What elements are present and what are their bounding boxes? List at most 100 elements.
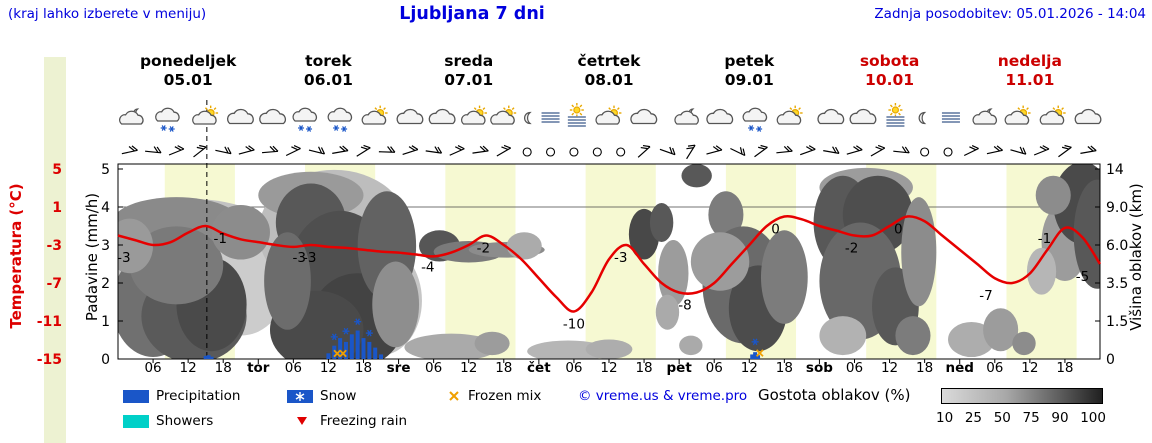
barb-feather bbox=[269, 146, 276, 152]
sun-ray bbox=[1052, 107, 1056, 111]
cloud-icon bbox=[228, 109, 254, 123]
precip-bar bbox=[753, 352, 758, 359]
barb-feather bbox=[971, 144, 979, 150]
barb-feather bbox=[196, 146, 204, 150]
barb-feather bbox=[174, 146, 182, 151]
precip-bar bbox=[332, 345, 337, 359]
wind-barb-icon bbox=[472, 145, 489, 154]
sun-ray bbox=[511, 107, 515, 111]
cloud-blob bbox=[506, 232, 542, 260]
barb-feather bbox=[757, 146, 766, 150]
sun-ray bbox=[608, 107, 612, 111]
wind-barb-icon bbox=[145, 146, 162, 154]
temp-value-label: -1 bbox=[1038, 231, 1051, 247]
sun-icon bbox=[569, 103, 584, 117]
weather-icon-sun-cloud bbox=[193, 105, 219, 124]
cloud-icon bbox=[328, 108, 351, 121]
cloud-blob bbox=[404, 333, 498, 359]
barb-feather bbox=[248, 145, 255, 151]
snow-star-icon bbox=[295, 392, 305, 401]
x-hour-label: 18 bbox=[1056, 360, 1073, 376]
barb-feather bbox=[227, 147, 232, 154]
weather-icon-fog bbox=[941, 112, 960, 123]
cloud-blob bbox=[679, 335, 703, 356]
barb-shaft bbox=[776, 150, 793, 154]
barb-feather bbox=[760, 144, 768, 148]
cloud-density-label: Gostota oblakov (%) bbox=[758, 386, 911, 404]
barb-feather bbox=[739, 147, 743, 155]
x-hour-label: 06 bbox=[706, 360, 723, 376]
day-date: 11.01 bbox=[1005, 71, 1054, 89]
weather-icon-cloud bbox=[429, 109, 455, 123]
barb-feather bbox=[640, 146, 648, 150]
x-hour-label: 12 bbox=[881, 360, 898, 376]
cloud-blob bbox=[474, 331, 510, 356]
cloud-icon bbox=[156, 108, 179, 121]
barb-feather bbox=[434, 146, 440, 154]
moon-icon bbox=[525, 113, 531, 124]
x-hour-label: 06 bbox=[144, 360, 161, 376]
barb-feather bbox=[832, 146, 837, 154]
weather-icon-moon-cloud bbox=[973, 109, 996, 124]
sun-ray bbox=[213, 107, 217, 111]
x-day-abbrev: pet bbox=[667, 360, 693, 376]
copyright-link[interactable]: © vreme.us & vreme.pro bbox=[578, 388, 748, 404]
precip-bar bbox=[373, 347, 378, 359]
barb-shaft bbox=[706, 149, 723, 155]
wind-barb-icon bbox=[168, 145, 185, 156]
snowflake-icon bbox=[749, 125, 754, 131]
barb-feather bbox=[454, 146, 462, 151]
day-date: 05.01 bbox=[164, 71, 213, 89]
wind-barb-icon bbox=[870, 144, 886, 157]
weather-icon-cloud bbox=[228, 109, 254, 123]
barb-shaft bbox=[800, 148, 816, 156]
showers-swatch bbox=[123, 415, 149, 428]
cloud-density-value: 10 bbox=[936, 410, 954, 426]
sun-ray bbox=[889, 112, 893, 116]
barb-feather bbox=[806, 146, 813, 151]
cloud-density-values: 10 25 50 75 90 100 bbox=[936, 410, 1106, 426]
cloud-height-tick-label: 0 bbox=[1106, 352, 1115, 368]
wind-calm-icon bbox=[569, 147, 579, 157]
weather-icon-sun-cloud bbox=[596, 105, 622, 124]
precip-tick-label: 3 bbox=[101, 238, 110, 254]
wind-barb-icon bbox=[686, 144, 696, 160]
temp-tick-label: -7 bbox=[46, 276, 62, 292]
snowflake-icon bbox=[757, 126, 762, 132]
cloud-blob bbox=[264, 232, 311, 330]
barb-shaft bbox=[238, 149, 255, 155]
precip-tick-label: 0 bbox=[101, 352, 110, 368]
cloud-blob bbox=[585, 339, 633, 359]
barb-feather bbox=[786, 145, 793, 152]
star-arm bbox=[343, 327, 349, 335]
wind-barb-icon bbox=[963, 144, 979, 157]
weather-icon-cloud-snow bbox=[156, 108, 179, 132]
snow-mark bbox=[365, 329, 373, 337]
barb-shaft bbox=[332, 150, 349, 154]
barb-feather bbox=[996, 145, 1003, 151]
wind-barb-icon bbox=[332, 145, 349, 154]
cloud-icon bbox=[850, 109, 876, 123]
wind-barb-icon bbox=[449, 145, 465, 156]
weather-icon-fog-sun bbox=[567, 103, 586, 127]
wind-barb-icon bbox=[776, 145, 793, 154]
barb-feather bbox=[1042, 145, 1050, 150]
cloud-icon bbox=[707, 109, 733, 123]
sun-ray bbox=[1017, 107, 1021, 111]
wind-barb-icon bbox=[285, 144, 301, 157]
barb-shaft bbox=[472, 150, 489, 154]
cloud-blob bbox=[708, 191, 744, 239]
cloud-height-axis-title: Višina oblakov (km) bbox=[1127, 183, 1145, 331]
barb-feather bbox=[993, 146, 1001, 152]
wind-calm-icon bbox=[943, 147, 953, 157]
weather-icon-moon-cloud bbox=[675, 109, 698, 124]
wind-calm-icon bbox=[616, 147, 626, 157]
barb-feather bbox=[1064, 144, 1072, 148]
temp-value-label: 0 bbox=[771, 222, 780, 238]
barb-feather bbox=[853, 146, 860, 152]
cloud-blob bbox=[948, 321, 995, 358]
x-hour-label: 18 bbox=[776, 360, 793, 376]
weather-icon-sun-cloud bbox=[462, 105, 487, 124]
barb-feather bbox=[969, 146, 977, 151]
barb-shaft bbox=[893, 150, 910, 154]
